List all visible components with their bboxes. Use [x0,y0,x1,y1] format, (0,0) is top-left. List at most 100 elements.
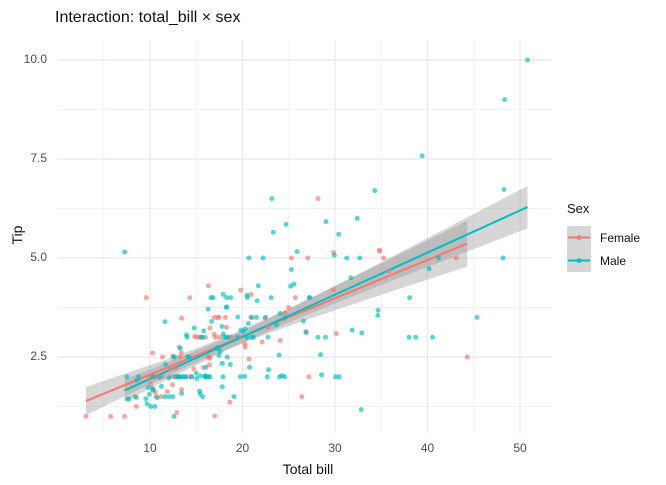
data-point-male [224,354,230,360]
data-point-male [220,331,226,337]
data-point-male [198,334,204,340]
x-axis-title: Total bill [282,461,334,477]
data-point-male [407,295,413,301]
x-tick-label: 50 [513,441,527,455]
y-tick-label: 10.0 [23,52,47,66]
data-point-male [344,255,350,261]
confidence-ribbon-male [124,185,528,402]
data-point-male [419,153,425,159]
data-point-male [260,255,266,261]
y-tick-label: 7.5 [30,151,47,165]
legend-entry-female: Female [567,226,640,249]
data-point-male [426,266,432,272]
data-point-female [315,196,321,202]
data-point-male [220,374,226,380]
data-point-male [333,374,339,380]
data-point-male [220,291,226,297]
legend-key-glyph [568,235,590,240]
data-point-female [306,374,312,380]
data-point-male [177,345,183,351]
data-point-male [319,372,325,378]
data-point-male [166,394,172,400]
data-point-female [381,255,387,261]
data-point-male [166,375,172,381]
data-point-male [277,310,283,316]
data-point-male [524,57,530,63]
data-point-female [246,356,252,362]
data-point-male [501,186,507,192]
data-point-male [207,374,213,380]
data-point-male [336,374,342,380]
data-point-male [162,394,168,400]
data-point-male [228,295,234,301]
legend-label: Male [600,253,627,268]
data-point-male [249,334,255,340]
legend-key-glyph [568,258,590,263]
data-point-male [201,328,207,334]
data-point-female [453,255,459,261]
data-point-male [134,377,140,383]
data-point-female [178,350,184,356]
data-point-male [436,255,442,261]
data-point-male [249,314,255,320]
data-point-male [235,314,241,320]
data-point-male [148,404,154,409]
data-point-male [283,221,289,227]
data-point-female [169,382,175,388]
data-point-female [150,350,156,356]
y-tick-label: 2.5 [30,349,47,363]
data-point-female [288,255,294,261]
data-point-male [242,373,248,379]
legend-entries: Female Male [567,226,640,272]
data-point-male [227,362,233,368]
data-point-male [152,404,158,409]
data-point-male [300,318,306,324]
data-point-female [148,381,154,387]
data-point-male [348,275,354,281]
data-point-male [146,391,152,397]
data-point-male [372,188,378,194]
data-point-female [122,413,128,419]
data-point-male [474,314,480,320]
x-tick-label: 30 [328,441,342,455]
data-point-male [143,396,149,402]
legend: Sex Female Male [567,201,640,272]
data-point-female [143,295,149,301]
data-point-male [276,352,282,358]
data-point-female [386,268,392,274]
data-point-male [502,97,508,103]
legend-key-male [567,249,591,272]
data-point-male [253,314,259,320]
data-point-male [358,407,364,413]
data-point-male [247,364,253,370]
data-point-male [154,395,160,401]
data-point-male [194,375,200,381]
data-point-male [244,334,250,340]
data-point-male [203,374,208,380]
data-point-female [464,354,470,360]
data-point-female [216,314,222,320]
data-point-female [299,394,305,400]
data-point-female [179,386,185,392]
data-point-male [375,312,381,318]
data-point-male [318,352,324,358]
data-point-male [237,374,243,380]
data-point-female [265,324,271,330]
data-point-male [288,266,294,272]
data-point-male [307,295,313,301]
legend-title: Sex [567,201,590,216]
data-point-male [200,394,206,400]
data-point-male [172,354,178,360]
data-point-female [212,413,218,419]
data-point-male [375,307,381,313]
data-point-male [331,252,337,258]
data-point-female [216,334,222,340]
data-point-female [179,315,185,321]
data-point-female [164,388,170,394]
data-point-female [83,413,89,419]
data-point-female [173,365,179,371]
data-point-male [179,374,185,380]
data-point-male [240,328,246,334]
data-point-female [242,341,248,347]
